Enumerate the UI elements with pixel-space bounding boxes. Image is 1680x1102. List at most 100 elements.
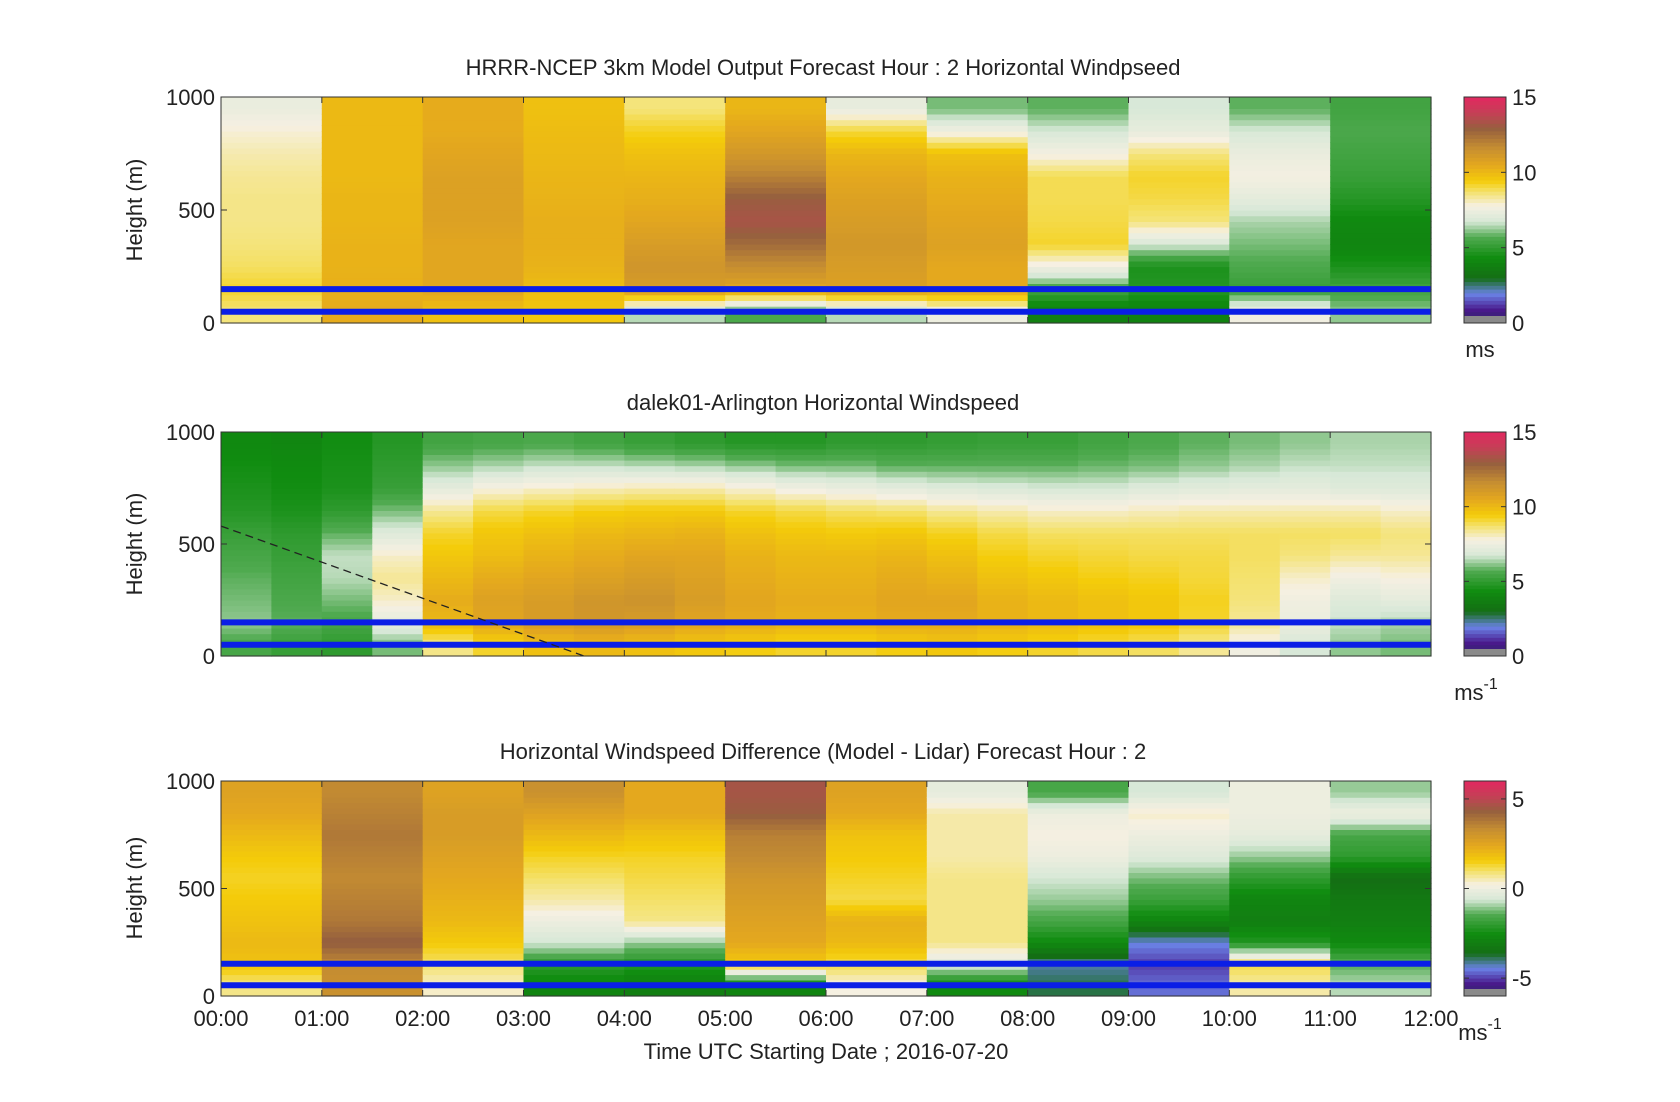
heat-cell — [1229, 466, 1280, 472]
heat-cell — [423, 137, 524, 143]
heat-cell — [776, 544, 827, 550]
heat-cell — [322, 499, 373, 505]
heat-cell — [927, 199, 1028, 205]
heat-cell — [1381, 449, 1432, 455]
heat-cell — [927, 159, 1028, 165]
heat-cell — [826, 432, 877, 438]
heat-cell — [1028, 910, 1129, 916]
colorbar-segment — [1464, 630, 1506, 634]
colorbar-segment — [1464, 308, 1506, 312]
heat-cell — [1330, 449, 1381, 455]
heat-cell — [322, 932, 423, 938]
heat-cell — [1028, 932, 1129, 938]
heat-cell — [1129, 125, 1230, 131]
heat-cell — [776, 432, 827, 438]
heat-cell — [473, 634, 524, 640]
heat-cell — [1330, 300, 1431, 306]
colorbar-segment — [1464, 615, 1506, 619]
heat-cell — [927, 210, 1028, 216]
heat-cell — [1330, 482, 1381, 488]
heat-cell — [574, 538, 625, 544]
colorbar-segment — [1464, 439, 1506, 443]
heat-cell — [624, 594, 675, 600]
heat-cell — [1129, 244, 1230, 250]
heat-cell — [1028, 210, 1129, 216]
heat-cell — [1330, 835, 1431, 841]
heat-cell — [927, 953, 1028, 959]
heat-cell — [1381, 544, 1432, 550]
heat-cell — [1330, 295, 1431, 301]
heat-cell — [423, 797, 524, 803]
heat-cell — [725, 803, 826, 809]
colorbar-segment — [1464, 481, 1506, 485]
heat-cell — [524, 550, 575, 556]
heat-cell — [1129, 846, 1230, 852]
heat-cell — [322, 114, 423, 120]
colorbar-segment — [1464, 892, 1506, 896]
heat-cell — [1330, 867, 1431, 873]
heat-cell — [372, 600, 423, 606]
heat-cell — [1330, 454, 1381, 460]
heat-cell — [624, 466, 675, 472]
heat-cell — [725, 510, 776, 516]
heat-cell — [826, 255, 927, 261]
heat-cell — [1129, 611, 1180, 617]
heat-cell — [675, 533, 726, 539]
heat-cell — [1381, 533, 1432, 539]
heat-cell — [725, 182, 826, 188]
heat-cell — [423, 187, 524, 193]
heat-cell — [927, 148, 1028, 154]
heat-cell — [1330, 103, 1431, 109]
heat-cell — [574, 628, 625, 634]
heat-cell — [725, 862, 826, 868]
heat-cell — [725, 878, 826, 884]
heat-cell — [1330, 883, 1431, 889]
heat-cell — [927, 477, 978, 483]
heat-cell — [927, 555, 978, 561]
heat-cell — [221, 267, 322, 273]
heat-cell — [675, 454, 726, 460]
heat-cell — [322, 142, 423, 148]
heat-cell — [1129, 108, 1230, 114]
heat-cell — [221, 261, 322, 267]
heat-cell — [725, 829, 826, 835]
heat-cell — [1330, 846, 1431, 852]
heat-cell — [725, 840, 826, 846]
heat-cell — [725, 611, 776, 617]
heat-cell — [322, 460, 373, 466]
heat-cell — [826, 233, 927, 239]
heat-cell — [372, 482, 423, 488]
colorbar-segment — [1464, 274, 1506, 278]
heat-cell — [927, 921, 1028, 927]
heat-cell — [1229, 238, 1330, 244]
heat-cell — [1129, 862, 1230, 868]
heat-cell — [826, 926, 927, 932]
heat-cell — [423, 578, 474, 584]
heat-cell — [1129, 482, 1180, 488]
heat-cell — [624, 137, 725, 143]
heat-cell — [725, 905, 826, 911]
heat-cell — [423, 278, 524, 284]
heat-cell — [1078, 488, 1129, 494]
x-tick-label: 01:00 — [294, 1006, 349, 1031]
heat-cell — [675, 482, 726, 488]
heat-cell — [1078, 460, 1129, 466]
heat-cell — [927, 583, 978, 589]
heat-cell — [322, 851, 423, 857]
heat-cell — [1078, 572, 1129, 578]
heat-cell — [876, 522, 927, 528]
heat-cell — [826, 494, 877, 500]
heat-cell — [725, 921, 826, 927]
heat-cell — [322, 572, 373, 578]
heat-cell — [1330, 926, 1431, 932]
heat-cell — [524, 915, 625, 921]
heat-cell — [322, 975, 423, 981]
heat-cell — [271, 566, 322, 572]
heat-cell — [1129, 187, 1230, 193]
heat-cell — [1229, 148, 1330, 154]
colorbar-tick-label: 10 — [1512, 160, 1536, 185]
heat-cell — [1330, 97, 1431, 103]
heat-cell — [1229, 566, 1280, 572]
heat-cell — [725, 538, 776, 544]
heat-cell — [1330, 443, 1381, 449]
